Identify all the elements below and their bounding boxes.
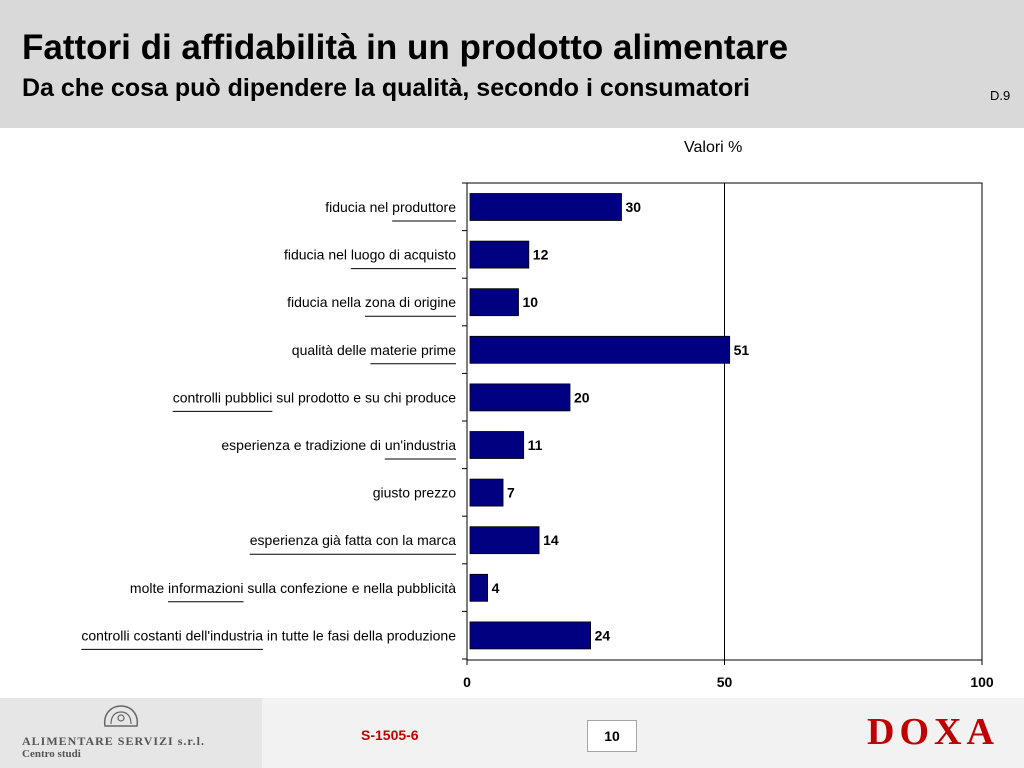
- page-title: Fattori di affidabilità in un prodotto a…: [22, 28, 789, 67]
- category-label: molte informazioni sulla confezione e ne…: [130, 580, 456, 596]
- category-label: esperienza già fatta con la marca: [250, 532, 456, 548]
- slide-code: D.9: [990, 88, 1011, 103]
- bar: [469, 431, 525, 459]
- seal-icon: [103, 705, 139, 727]
- bar: [469, 573, 489, 602]
- data-label: 10: [523, 294, 539, 310]
- data-label: 24: [595, 627, 611, 643]
- x-tick-label: 0: [463, 674, 471, 690]
- data-label: 20: [574, 389, 590, 405]
- category-label: esperienza e tradizione di un'industria: [221, 437, 456, 453]
- data-label: 30: [626, 199, 642, 215]
- unit-label: Valori %: [684, 139, 743, 156]
- bar: [469, 335, 731, 364]
- data-label: 4: [492, 580, 500, 596]
- bar-chart: 0 50 100 30 fiducia nel produttore 12 fiducia …: [81, 182, 994, 690]
- survey-code: S-1505-6: [361, 727, 419, 743]
- bar: [469, 288, 519, 317]
- bar: [469, 526, 540, 555]
- x-tick-label: 100: [970, 674, 994, 690]
- data-label: 14: [543, 532, 559, 548]
- bar: [469, 240, 530, 269]
- category-label: controlli pubblici sul prodotto e su chi…: [173, 389, 456, 405]
- page-subtitle: Da che cosa può dipendere la qualità, se…: [22, 74, 750, 102]
- bar: [469, 478, 504, 507]
- company-name: ALIMENTARE SERVIZI s.r.l.: [22, 734, 205, 748]
- doxa-logo: DOXA: [867, 711, 999, 753]
- category-label: qualità delle materie prime: [292, 342, 456, 358]
- page-number: 10: [587, 720, 637, 752]
- company-logo: ALIMENTARE SERVIZI s.r.l. Centro studi: [0, 698, 262, 768]
- footer: ALIMENTARE SERVIZI s.r.l. Centro studi S…: [0, 698, 1024, 768]
- data-label: 12: [533, 247, 549, 263]
- company-subtitle: Centro studi: [22, 748, 81, 760]
- data-label: 7: [507, 485, 515, 501]
- category-label: fiducia nel luogo di acquisto: [284, 247, 456, 263]
- header-band: Fattori di affidabilità in un prodotto a…: [0, 0, 1024, 128]
- category-label: fiducia nella zona di origine: [287, 294, 456, 310]
- data-label: 11: [528, 437, 543, 453]
- bar: [469, 193, 622, 221]
- category-label: controlli costanti dell'industria in tut…: [81, 627, 456, 643]
- category-label: giusto prezzo: [373, 485, 456, 501]
- bar: [469, 621, 591, 650]
- bar: [469, 383, 571, 412]
- data-label: 51: [734, 342, 750, 358]
- category-label: fiducia nel produttore: [325, 199, 456, 215]
- x-tick-label: 50: [717, 674, 733, 690]
